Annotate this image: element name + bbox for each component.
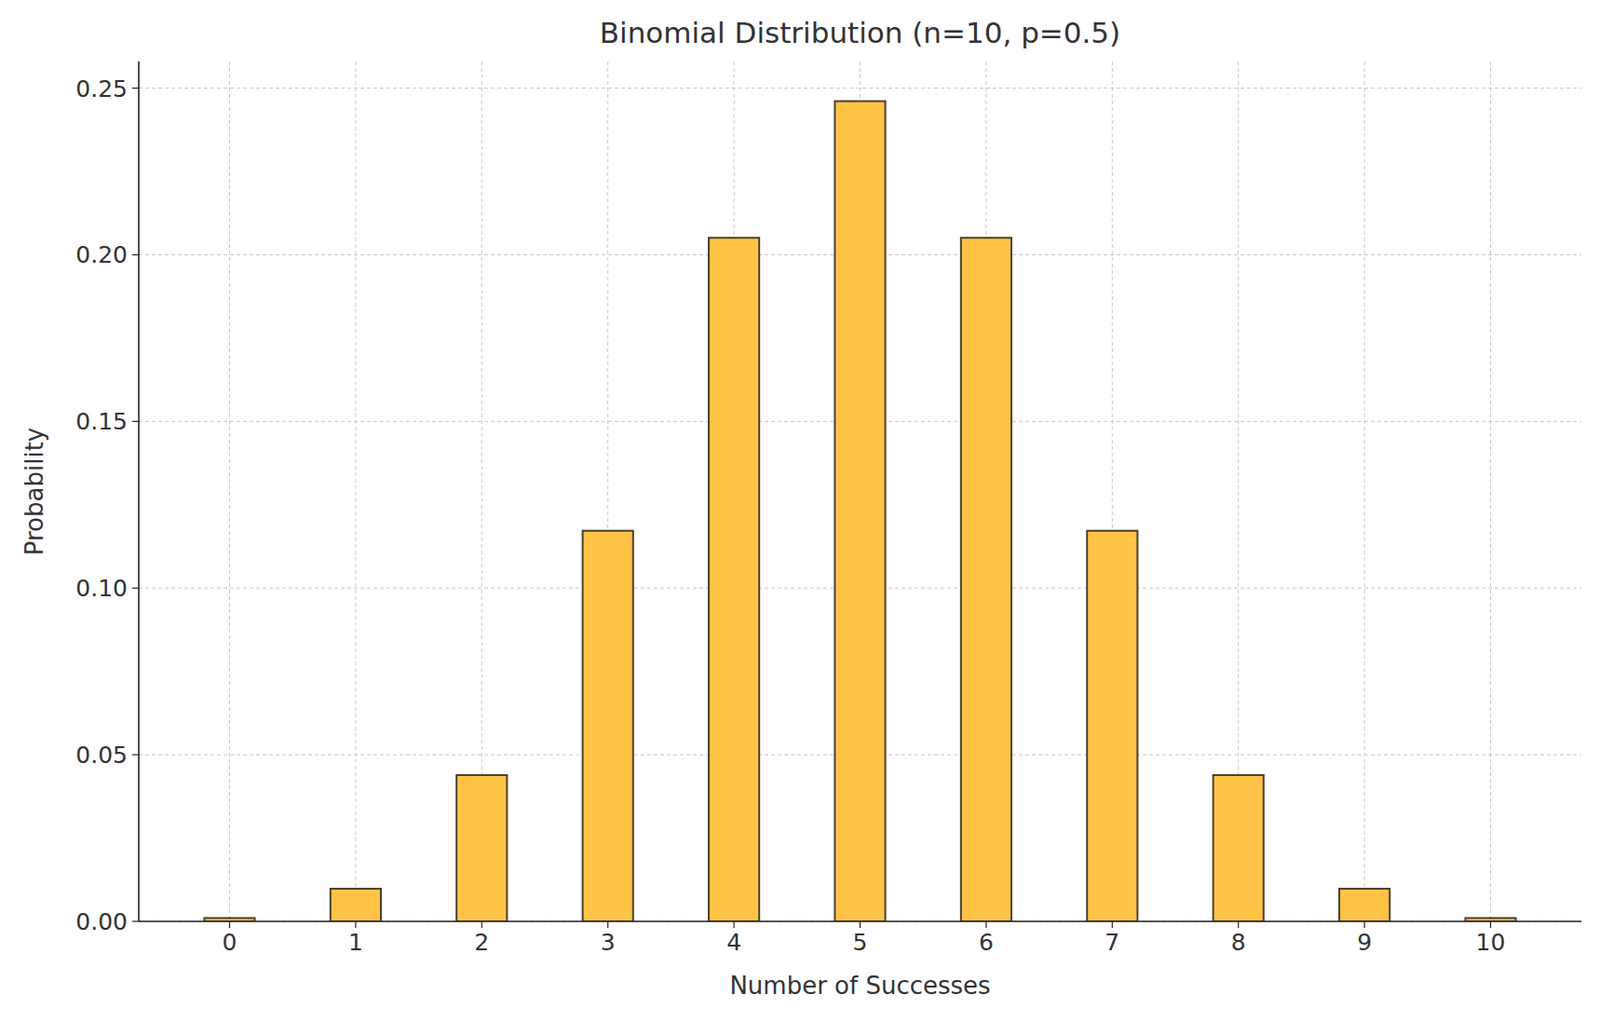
- bar: [456, 774, 507, 922]
- y-axis-line: [137, 61, 140, 922]
- x-tick: [732, 921, 734, 928]
- x-grid-line: [1490, 61, 1492, 922]
- x-tick: [607, 921, 609, 928]
- bar: [708, 237, 760, 922]
- x-tick-label: 6: [978, 928, 994, 956]
- chart-container: 0 1 2 3 4 5 6 7 8 9 10 0.00 0.05 0.10 0.15 0.20 0.25 Bino…: [0, 0, 1600, 1022]
- y-tick-label: 0.25: [75, 75, 128, 103]
- x-tick: [1111, 921, 1113, 928]
- y-tick: [132, 87, 139, 89]
- bar: [961, 237, 1012, 922]
- x-tick-label: 3: [600, 928, 616, 956]
- x-tick-label: 1: [348, 928, 364, 956]
- x-tick-label: 7: [1104, 928, 1120, 956]
- bar: [1213, 774, 1264, 922]
- chart-title: Binomial Distribution (n=10, p=0.5): [599, 15, 1121, 50]
- bars: [203, 101, 1516, 922]
- bar: [834, 101, 885, 922]
- x-tick: [1237, 921, 1239, 928]
- x-tick: [985, 921, 987, 928]
- x-tick: [1364, 921, 1366, 928]
- x-tick-label: 5: [853, 928, 868, 956]
- y-tick-label: 0.20: [75, 241, 128, 269]
- x-tick-label: 4: [726, 928, 742, 956]
- bar: [1086, 530, 1138, 922]
- y-axis-label: Probability: [20, 427, 49, 556]
- bar: [330, 888, 381, 922]
- x-tick-label: 8: [1231, 928, 1247, 956]
- bar: [583, 530, 634, 922]
- x-grid-line: [354, 61, 356, 922]
- x-tick-label: 0: [222, 928, 238, 956]
- y-tick: [132, 920, 139, 922]
- y-tick: [132, 754, 139, 756]
- x-tick: [1490, 921, 1492, 928]
- x-grid-line: [1364, 61, 1366, 922]
- y-grid-line: [138, 87, 1582, 89]
- x-tick: [859, 921, 861, 928]
- y-tick: [132, 587, 139, 589]
- y-tick: [132, 420, 139, 422]
- axes: 0 1 2 3 4 5 6 7 8 9 10 0.00 0.05 0.10 0.15 0.20 0.25: [75, 61, 1582, 956]
- y-tick-label: 0.05: [75, 741, 128, 769]
- y-tick-label: 0.10: [75, 574, 128, 602]
- bar: [1339, 888, 1390, 922]
- y-tick-label: 0.15: [75, 407, 128, 435]
- chart-svg: 0 1 2 3 4 5 6 7 8 9 10 0.00 0.05 0.10 0.15 0.20 0.25 Bino…: [0, 0, 1600, 1022]
- x-tick: [354, 921, 356, 928]
- x-axis-label: Number of Successes: [729, 971, 990, 1000]
- x-tick-label: 9: [1356, 928, 1372, 956]
- y-tick: [132, 254, 139, 256]
- x-tick-label: 2: [474, 928, 489, 956]
- x-tick-label: 10: [1476, 928, 1506, 956]
- grid: [138, 61, 1582, 922]
- x-tick: [229, 921, 231, 928]
- x-grid-line: [229, 61, 231, 922]
- x-tick: [481, 921, 483, 928]
- y-tick-label: 0.00: [75, 908, 128, 936]
